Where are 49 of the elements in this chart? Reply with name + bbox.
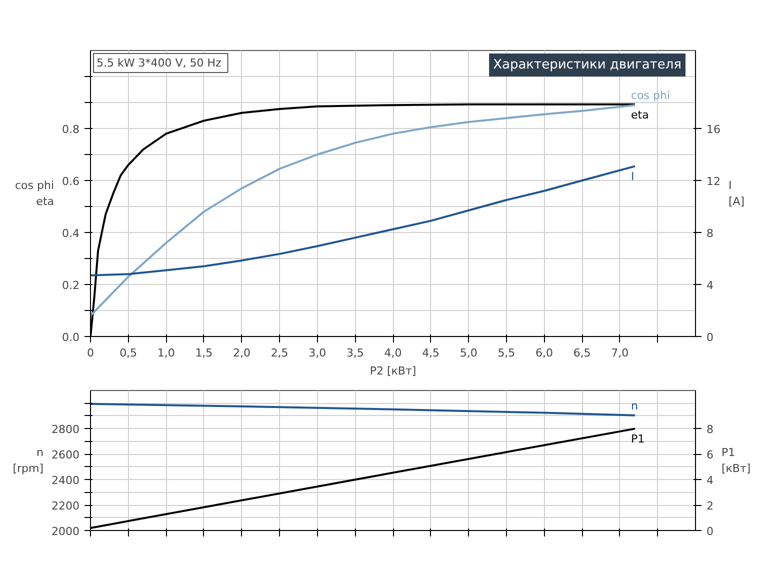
annotation: 5.5 kW 3*400 V, 50 Hz xyxy=(96,56,222,70)
x-tick-label: 0,5 xyxy=(120,346,138,360)
y2-tick-label: 6 xyxy=(706,448,714,462)
y-axis-title: n [rpm] xyxy=(12,446,44,475)
y2-axis-title: I [A] xyxy=(728,179,745,208)
x-tick-label: 3,5 xyxy=(346,346,364,360)
y-tick-label: 2200 xyxy=(52,500,80,513)
y-tick-label: 0.8 xyxy=(62,123,80,136)
series-label: eta xyxy=(631,108,649,122)
y2-tick-label: 0 xyxy=(706,331,714,344)
y-axis-title: cos phi eta xyxy=(14,179,54,208)
line-series xyxy=(90,165,636,276)
series-label: I xyxy=(631,170,634,184)
y2-tick-label: 0 xyxy=(706,525,714,538)
x-tick-label: 6,5 xyxy=(573,346,591,360)
y-tick-label: 0.2 xyxy=(62,279,80,292)
x-tick-label: 5,0 xyxy=(460,346,478,360)
y-tick-label: 2600 xyxy=(52,448,80,462)
y2-tick-label: 12 xyxy=(706,175,720,188)
x-axis-title: P2 [кВт] xyxy=(370,364,416,378)
y2-tick-label: 4 xyxy=(706,279,714,292)
x-tick-label: 6,0 xyxy=(536,346,554,360)
x-tick-label: 2,5 xyxy=(270,346,288,360)
y-tick-label: 0.0 xyxy=(62,331,80,344)
y-tick-label: 2000 xyxy=(52,525,80,538)
y2-axis-title: P1 [кВт] xyxy=(722,446,751,475)
y2-tick-label: 8 xyxy=(706,423,714,436)
x-tick-label: 3,0 xyxy=(308,346,326,360)
series-label: cos phi xyxy=(631,89,670,102)
x-tick-label: 5,5 xyxy=(498,346,516,360)
series-label: P1 xyxy=(631,432,645,446)
x-tick-label: 4,0 xyxy=(384,346,402,360)
x-tick-label: 2,0 xyxy=(233,346,251,360)
x-tick-label: 0 xyxy=(87,346,94,360)
y2-tick-label: 2 xyxy=(706,500,714,513)
x-tick-label: 1,0 xyxy=(157,346,175,360)
text: Характеристики двигателя xyxy=(493,58,682,72)
y2-tick-label: 8 xyxy=(706,227,714,240)
series-label: n xyxy=(631,399,638,412)
y-tick-label: 0.4 xyxy=(62,227,80,240)
x-tick-label: 4,5 xyxy=(422,346,440,360)
x-tick-label: 1,5 xyxy=(195,346,213,360)
y-tick-label: 2800 xyxy=(52,423,80,436)
y-tick-label: 2400 xyxy=(52,474,80,488)
y-tick-label: 0.6 xyxy=(62,175,80,188)
y2-tick-label: 4 xyxy=(706,474,714,488)
x-tick-label: 7,0 xyxy=(611,346,629,360)
y2-tick-label: 16 xyxy=(706,123,720,136)
line-series xyxy=(90,402,636,416)
